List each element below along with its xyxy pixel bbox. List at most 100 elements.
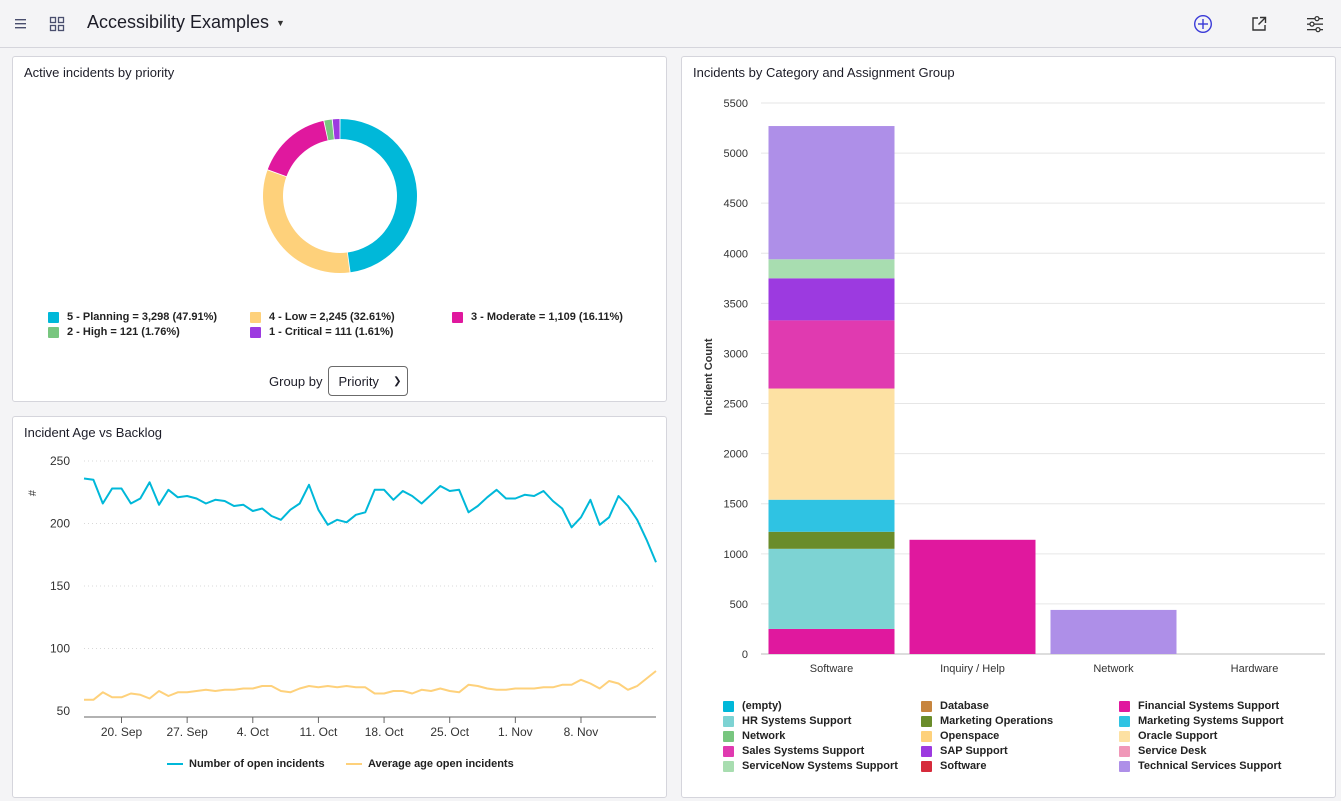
donut-legend-item[interactable]: 2 - High = 121 (1.76%) bbox=[48, 326, 180, 338]
page-title: Accessibility Examples bbox=[87, 12, 270, 32]
bar-segment[interactable] bbox=[909, 539, 1036, 654]
bar-legend-item[interactable]: Financial Systems Support bbox=[1119, 700, 1279, 712]
donut-legend-item[interactable]: 4 - Low = 2,245 (32.61%) bbox=[250, 311, 395, 323]
donut-slice-2[interactable] bbox=[267, 120, 328, 177]
age-backlog-card: Incident Age vs Backlog 250 200 150 100 50 #2… bbox=[12, 416, 667, 798]
bar-segment[interactable] bbox=[768, 628, 895, 654]
donut-slice-3[interactable] bbox=[324, 119, 334, 141]
filter-settings-icon[interactable] bbox=[1303, 12, 1327, 36]
legend-swatch bbox=[48, 311, 59, 323]
y-tick-label: 2000 bbox=[724, 449, 748, 461]
x-tick-label: 1. Nov bbox=[498, 725, 533, 739]
y-tick-label: 3000 bbox=[724, 348, 748, 360]
bar-segment[interactable] bbox=[768, 499, 895, 532]
donut-legend-item[interactable]: 3 - Moderate = 1,109 (16.11%) bbox=[452, 311, 623, 323]
grid-icon[interactable] bbox=[45, 12, 69, 36]
x-tick-label: 27. Sep bbox=[166, 725, 208, 739]
legend-label: Technical Services Support bbox=[1138, 760, 1282, 772]
group-by-selected-value: Priority bbox=[338, 373, 379, 389]
share-icon[interactable] bbox=[1247, 12, 1271, 36]
bar-segment[interactable] bbox=[1050, 609, 1177, 654]
legend-label: 1 - Critical = 111 (1.61%) bbox=[269, 326, 394, 338]
legend-swatch bbox=[723, 760, 734, 772]
bar-card-title: Incidents by Category and Assignment Gro… bbox=[693, 65, 955, 80]
y-tick-label: 200 bbox=[50, 517, 70, 531]
legend-label: Marketing Operations bbox=[940, 715, 1054, 727]
legend-swatch bbox=[452, 311, 463, 323]
title-dropdown-caret-icon[interactable]: ▼ bbox=[276, 18, 285, 28]
bar-segment[interactable] bbox=[768, 320, 895, 389]
bar-segment[interactable] bbox=[768, 278, 895, 321]
y-tick-label: 4000 bbox=[724, 248, 748, 260]
bar-legend-item[interactable]: Network bbox=[723, 730, 785, 742]
priority-donut-chart bbox=[263, 119, 418, 273]
bar-legend-item[interactable]: Oracle Support bbox=[1119, 730, 1217, 742]
legend-swatch bbox=[48, 326, 59, 338]
legend-label: 4 - Low = 2,245 (32.61%) bbox=[269, 311, 395, 323]
bar-legend-item[interactable]: ServiceNow Systems Support bbox=[723, 760, 898, 772]
bar-legend-item[interactable]: Technical Services Support bbox=[1119, 760, 1281, 772]
bar-legend-item[interactable]: SAP Support bbox=[921, 745, 1008, 757]
legend-label: (empty) bbox=[742, 700, 782, 712]
category-stacked-bar-chart: 5500500045004000350030002500200015001000… bbox=[703, 98, 1325, 675]
x-tick-label: 20. Sep bbox=[101, 725, 143, 739]
y-tick-label: 0 bbox=[742, 649, 748, 661]
x-tick-label: Software bbox=[810, 663, 853, 675]
bar-legend-item[interactable]: Database bbox=[921, 700, 989, 712]
bar-legend-item[interactable]: Software bbox=[921, 760, 986, 772]
group-by-label: Group by bbox=[269, 373, 323, 389]
bar-legend-item[interactable]: Service Desk bbox=[1119, 745, 1207, 757]
y-tick-label: 50 bbox=[57, 704, 71, 718]
y-axis-label: Incident Count bbox=[703, 338, 715, 415]
x-tick-label: 8. Nov bbox=[564, 725, 599, 739]
bar-segment[interactable] bbox=[768, 259, 895, 279]
legend-label: Software bbox=[940, 760, 987, 772]
legend-swatch bbox=[723, 715, 734, 727]
legend-swatch bbox=[1119, 760, 1130, 772]
y-tick-label: 1500 bbox=[724, 499, 748, 511]
age-backlog-line-chart: 250 200 150 100 50 #20. Sep 27. Sep 4. Oct 11. O… bbox=[27, 454, 657, 739]
legend-swatch bbox=[250, 311, 261, 323]
priority-donut-card: Active incidents by priority 5 - Plannin… bbox=[12, 56, 667, 402]
y-tick-label: 500 bbox=[730, 599, 748, 611]
donut-card-title: Active incidents by priority bbox=[24, 65, 175, 80]
bar-segment[interactable] bbox=[768, 388, 895, 500]
legend-label: Marketing Systems Support bbox=[1138, 715, 1284, 727]
legend-swatch bbox=[723, 730, 734, 742]
bar-legend-item[interactable]: Marketing Operations bbox=[921, 715, 1053, 727]
donut-slice-4[interactable] bbox=[332, 119, 340, 140]
bar-legend-item[interactable]: HR Systems Support bbox=[723, 715, 851, 727]
donut-slice-0[interactable] bbox=[340, 119, 418, 273]
donut-legend-item[interactable]: 1 - Critical = 111 (1.61%) bbox=[250, 326, 393, 338]
y-axis-label: # bbox=[27, 489, 39, 496]
y-tick-label: 100 bbox=[50, 642, 70, 656]
legend-label: Database bbox=[940, 700, 989, 712]
legend-swatch bbox=[921, 730, 932, 742]
line-card-title: Incident Age vs Backlog bbox=[24, 425, 163, 440]
line-legend-item[interactable]: Average age open incidents bbox=[346, 758, 514, 770]
bar-legend-item[interactable]: Sales Systems Support bbox=[723, 745, 864, 757]
hamburger-menu-icon[interactable] bbox=[9, 12, 33, 36]
legend-label: Network bbox=[742, 730, 786, 742]
legend-label: Oracle Support bbox=[1138, 730, 1218, 742]
legend-label: ServiceNow Systems Support bbox=[742, 760, 898, 772]
donut-slice-1[interactable] bbox=[263, 170, 350, 273]
x-tick-label: Inquiry / Help bbox=[940, 663, 1005, 675]
series-line-1[interactable] bbox=[84, 670, 657, 701]
add-widget-icon[interactable] bbox=[1191, 12, 1215, 36]
bar-legend-item[interactable]: (empty) bbox=[723, 700, 782, 712]
donut-legend-item[interactable]: 5 - Planning = 3,298 (47.91%) bbox=[48, 311, 217, 323]
series-line-0[interactable] bbox=[83, 477, 657, 563]
group-by-select[interactable]: Priority ❯ bbox=[328, 366, 409, 396]
bar-segment[interactable] bbox=[768, 126, 895, 260]
bar-legend-item[interactable]: Openspace bbox=[921, 730, 999, 742]
legend-label: Sales Systems Support bbox=[742, 745, 865, 757]
legend-label: Service Desk bbox=[1138, 745, 1207, 757]
bar-legend-item[interactable]: Marketing Systems Support bbox=[1119, 715, 1283, 727]
y-tick-label: 3500 bbox=[724, 298, 748, 310]
legend-swatch bbox=[723, 700, 734, 712]
legend-swatch bbox=[921, 715, 932, 727]
line-legend-item[interactable]: Number of open incidents bbox=[167, 758, 325, 770]
bar-segment[interactable] bbox=[768, 531, 895, 549]
bar-segment[interactable] bbox=[768, 548, 895, 629]
